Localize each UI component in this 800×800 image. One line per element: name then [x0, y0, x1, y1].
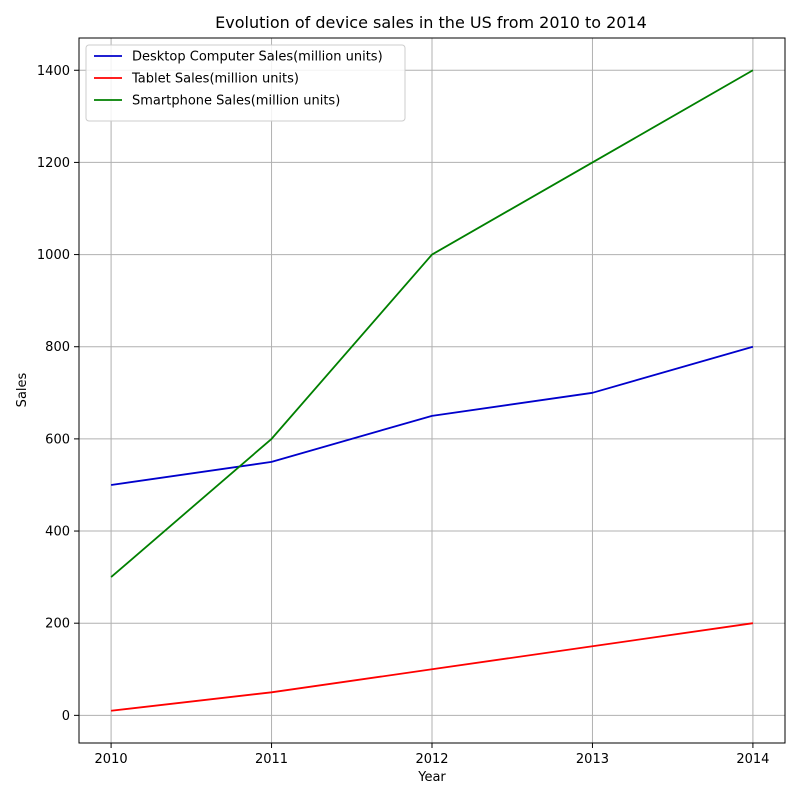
x-axis-title: Year: [417, 770, 446, 785]
legend-label: Smartphone Sales(million units): [132, 94, 340, 109]
x-tick-label: 2012: [415, 752, 448, 767]
y-tick-label: 0: [62, 709, 70, 724]
x-axis-ticks: 2010 2011 2012 2013 2014: [95, 743, 769, 767]
y-tick-label: 1400: [37, 64, 70, 79]
y-tick-label: 1000: [37, 248, 70, 263]
series-line: [110, 622, 754, 712]
series-line: [110, 69, 754, 578]
legend: Desktop Computer Sales(million units) Tab…: [85, 44, 406, 122]
legend-frame: [85, 44, 406, 122]
y-tick-label: 200: [45, 617, 70, 632]
legend-label: Desktop Computer Sales(million units): [132, 50, 383, 65]
x-tick-label: 2013: [576, 752, 609, 767]
series-lines: [110, 69, 754, 712]
x-tick-label: 2010: [95, 752, 128, 767]
y-tick-label: 400: [45, 525, 70, 540]
chart-title: Evolution of device sales in the US from…: [215, 13, 647, 32]
y-tick-label: 800: [45, 340, 70, 355]
x-tick-label: 2014: [736, 752, 769, 767]
y-axis-title: Sales: [15, 372, 30, 407]
series-line: [110, 345, 754, 486]
y-tick-label: 1200: [37, 156, 70, 171]
legend-label: Tablet Sales(million units): [131, 72, 299, 87]
x-tick-label: 2011: [255, 752, 288, 767]
y-axis-ticks: 0 200 400 600 800 1000 1200 1400: [37, 64, 79, 724]
y-tick-label: 600: [45, 432, 70, 447]
